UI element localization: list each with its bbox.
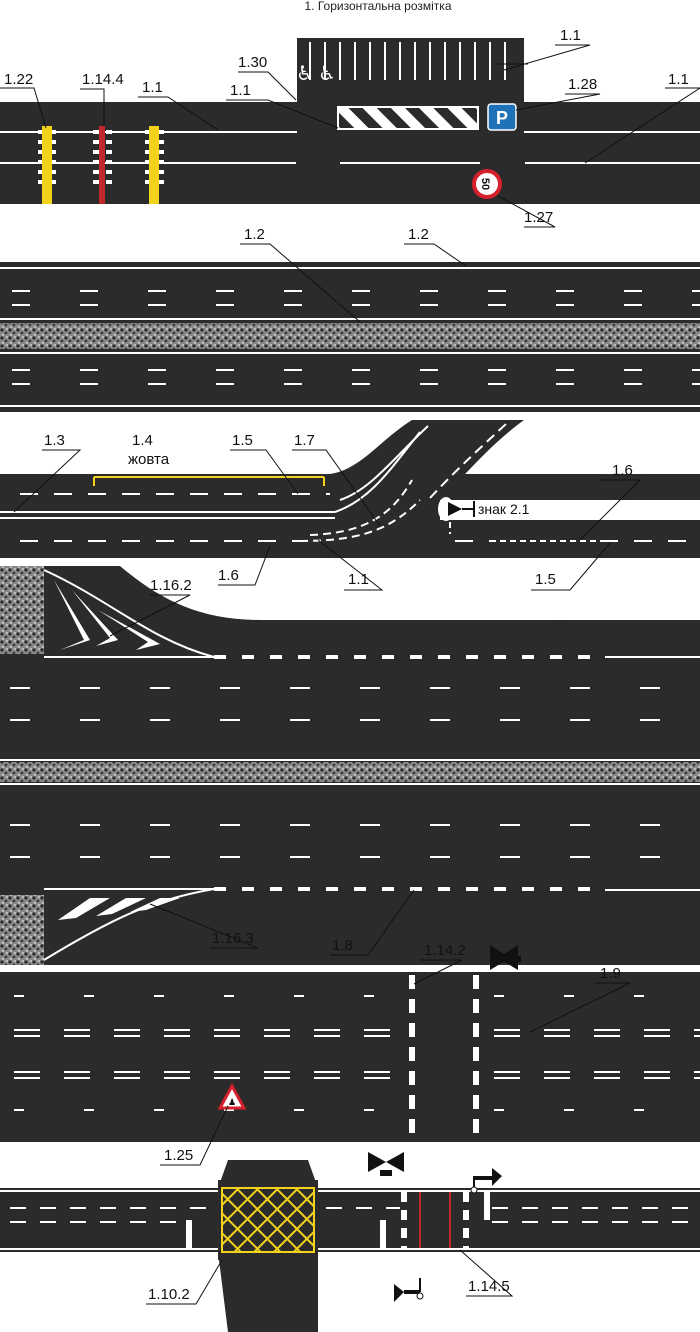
section-5-road xyxy=(0,972,700,1142)
parking-sign: P xyxy=(487,103,517,131)
label-1-16-3: 1.16.3 xyxy=(212,930,254,947)
yield-sign-icon xyxy=(448,501,475,517)
label-1-9: 1.9 xyxy=(600,965,621,982)
section-6-road xyxy=(0,1160,700,1332)
label-1-2-left: 1.2 xyxy=(244,226,265,243)
speed-limit-sign: 50 xyxy=(472,169,502,199)
traffic-light-icon-bottom xyxy=(394,1278,424,1302)
label-1-14-5: 1.14.5 xyxy=(468,1278,510,1295)
section-4-road xyxy=(0,566,700,965)
label-1-14-2: 1.14.2 xyxy=(424,942,466,959)
pedestrian-crossing-sign: ♟ xyxy=(217,1082,247,1110)
label-1-4: 1.4 xyxy=(132,432,153,449)
label-1-16-2: 1.16.2 xyxy=(150,577,192,594)
traffic-light-icon-top xyxy=(368,1152,404,1176)
label-1-3: 1.3 xyxy=(44,432,65,449)
label-1-1-left: 1.1 xyxy=(142,79,163,96)
label-1-22: 1.22 xyxy=(4,71,33,88)
wheelchair-icon: ♿ ♿ xyxy=(296,61,336,85)
label-1-6-left: 1.6 xyxy=(218,567,239,584)
section-2-road xyxy=(0,262,700,412)
section-3-road xyxy=(0,420,700,558)
label-1-1-center: 1.1 xyxy=(230,82,251,99)
svg-text:♟: ♟ xyxy=(228,1098,236,1108)
label-1-1-top: 1.1 xyxy=(560,27,581,44)
label-1-25: 1.25 xyxy=(164,1147,193,1164)
label-yellow: жовта xyxy=(128,451,170,468)
traffic-light-icon-right xyxy=(470,1168,502,1194)
svg-text:P: P xyxy=(496,108,508,128)
label-1-7: 1.7 xyxy=(294,432,315,449)
label-1-14-4: 1.14.4 xyxy=(82,71,124,88)
svg-text:♿: ♿ xyxy=(318,61,336,85)
traffic-light-icon xyxy=(490,945,521,970)
label-1-27: 1.27 xyxy=(524,209,553,226)
label-1-8: 1.8 xyxy=(332,937,353,954)
svg-text:50: 50 xyxy=(479,178,491,190)
label-1-6-right: 1.6 xyxy=(612,462,633,479)
label-1-10-2: 1.10.2 xyxy=(148,1286,190,1303)
label-1-30: 1.30 xyxy=(238,54,267,71)
label-1-5-top: 1.5 xyxy=(232,432,253,449)
label-1-28: 1.28 xyxy=(568,76,597,93)
svg-text:♿: ♿ xyxy=(296,61,314,85)
label-sign-2-1: знак 2.1 xyxy=(478,501,530,517)
diagram-title: 1. Горизонтальна розмітка xyxy=(305,0,452,13)
section-1-road xyxy=(0,38,700,204)
label-1-1-s3: 1.1 xyxy=(348,571,369,588)
label-1-2-right: 1.2 xyxy=(408,226,429,243)
label-1-1-right: 1.1 xyxy=(668,71,689,88)
label-1-5-bottom: 1.5 xyxy=(535,571,556,588)
